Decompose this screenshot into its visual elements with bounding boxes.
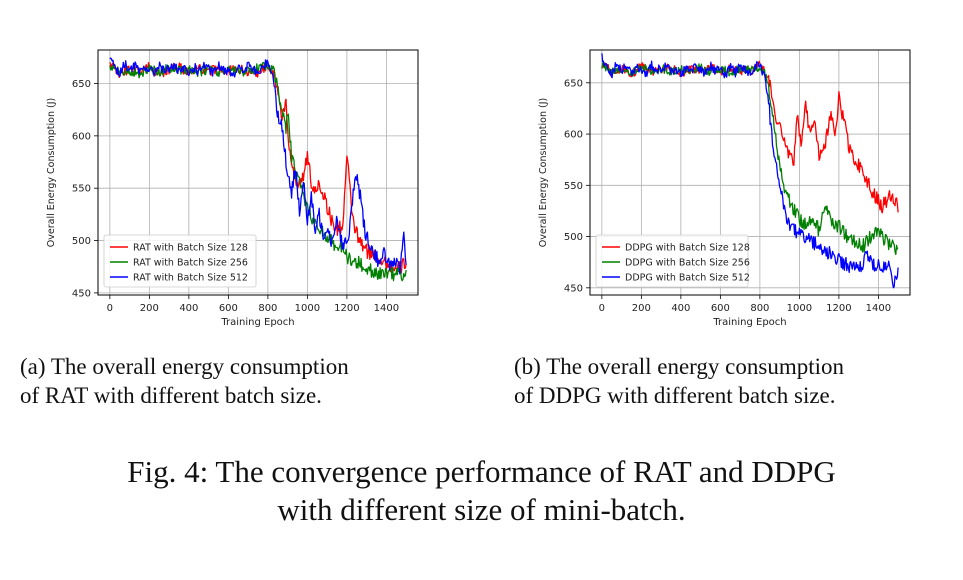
rat-ytick-label: 500 — [72, 236, 91, 247]
ddpg-grid — [590, 50, 910, 295]
ddpg-ytick-label: 450 — [564, 283, 583, 294]
ddpg-xtick-label: 1000 — [787, 303, 812, 314]
ddpg-legend-box — [595, 234, 749, 288]
chart-ddpg-svg: 0 200 400 600 800 1000 1200 1400 450 500 550 600 650… — [538, 49, 911, 328]
subcaption-b-line-2: of DDPG with different batch size. — [514, 383, 836, 408]
rat-series-line-2 — [109, 61, 407, 282]
ddpg-xtick-label: 1400 — [866, 303, 891, 314]
ddpg-legend-label-2: DDPG with Batch Size 256 — [625, 258, 750, 269]
rat-xtick-label: 800 — [258, 303, 277, 314]
subcaption-b: (b) The overall energy consumption of DD… — [514, 352, 963, 410]
ddpg-xtick-label: 1200 — [826, 303, 851, 314]
ddpg-series-line-1 — [601, 60, 899, 214]
rat-xtick-label: 1400 — [374, 303, 399, 314]
subcaption-a-line-1: (a) The overall energy consumption — [20, 354, 349, 379]
rat-legend: RAT with Batch Size 128 RAT with Batch Si… — [103, 234, 257, 288]
rat-grid — [98, 50, 418, 295]
figure-caption: Fig. 4: The convergence performance of R… — [0, 453, 963, 529]
rat-xtick-label: 0 — [107, 303, 113, 314]
ddpg-ytick-label: 550 — [564, 181, 583, 192]
rat-legend-box — [103, 234, 257, 288]
ddpg-plot-frame — [589, 49, 911, 296]
subcaption-b-line-1: (b) The overall energy consumption — [514, 354, 845, 379]
rat-xtick-label: 200 — [140, 303, 159, 314]
ddpg-ylabel: Overall Energy Consumption (J) — [538, 98, 549, 247]
ddpg-xtick-label: 800 — [750, 303, 769, 314]
rat-xtick-label: 400 — [179, 303, 198, 314]
ddpg-xtick-label: 0 — [599, 303, 605, 314]
rat-xlabel: Training Epoch — [220, 317, 294, 328]
rat-ytick-label: 550 — [72, 184, 91, 195]
rat-xtick-label: 1200 — [334, 303, 359, 314]
subcaption-a-line-2: of RAT with different batch size. — [20, 383, 322, 408]
ddpg-legend-label-3: DDPG with Batch Size 512 — [625, 273, 750, 284]
ddpg-xtick-label: 400 — [671, 303, 690, 314]
ddpg-ytick-label: 500 — [564, 232, 583, 243]
ddpg-ytick-label: 650 — [564, 78, 583, 89]
rat-ytick-label: 600 — [72, 131, 91, 142]
ddpg-xtick-label: 600 — [711, 303, 730, 314]
ddpg-series-line-3 — [601, 53, 899, 289]
ddpg-legend-label-1: DDPG with Batch Size 128 — [625, 243, 750, 254]
rat-series-line-3 — [109, 57, 407, 275]
chart-panel-ddpg: 0 200 400 600 800 1000 1200 1400 450 500 550 600 650… — [532, 40, 932, 339]
rat-xtick-label: 600 — [219, 303, 238, 314]
figure-caption-line-2: with different size of mini-batch. — [277, 492, 686, 527]
rat-plot-frame — [97, 49, 419, 296]
ddpg-xlabel: Training Epoch — [712, 317, 786, 328]
ddpg-series-group — [601, 53, 899, 289]
rat-legend-label-2: RAT with Batch Size 256 — [133, 258, 248, 269]
ddpg-ytick-label: 600 — [564, 130, 583, 141]
rat-xtick-label: 1000 — [295, 303, 320, 314]
rat-legend-label-1: RAT with Batch Size 128 — [133, 243, 248, 254]
chart-rat-svg: 0 200 400 600 800 1000 1200 1400 450 500 550 600 650… — [46, 49, 419, 328]
subcaption-a: (a) The overall energy consumption of RA… — [20, 352, 480, 410]
rat-ylabel: Overall Energy Consumption (J) — [46, 98, 57, 247]
rat-ytick-label: 650 — [72, 79, 91, 90]
rat-ytick-label: 450 — [72, 288, 91, 299]
rat-series-group — [109, 57, 407, 282]
rat-legend-label-3: RAT with Batch Size 512 — [133, 273, 248, 284]
chart-panel-rat: 0 200 400 600 800 1000 1200 1400 450 500 550 600 650… — [40, 40, 440, 339]
ddpg-legend: DDPG with Batch Size 128 DDPG with Batch … — [595, 234, 750, 288]
figure-caption-line-1: Fig. 4: The convergence performance of R… — [127, 454, 836, 489]
ddpg-xtick-label: 200 — [632, 303, 651, 314]
